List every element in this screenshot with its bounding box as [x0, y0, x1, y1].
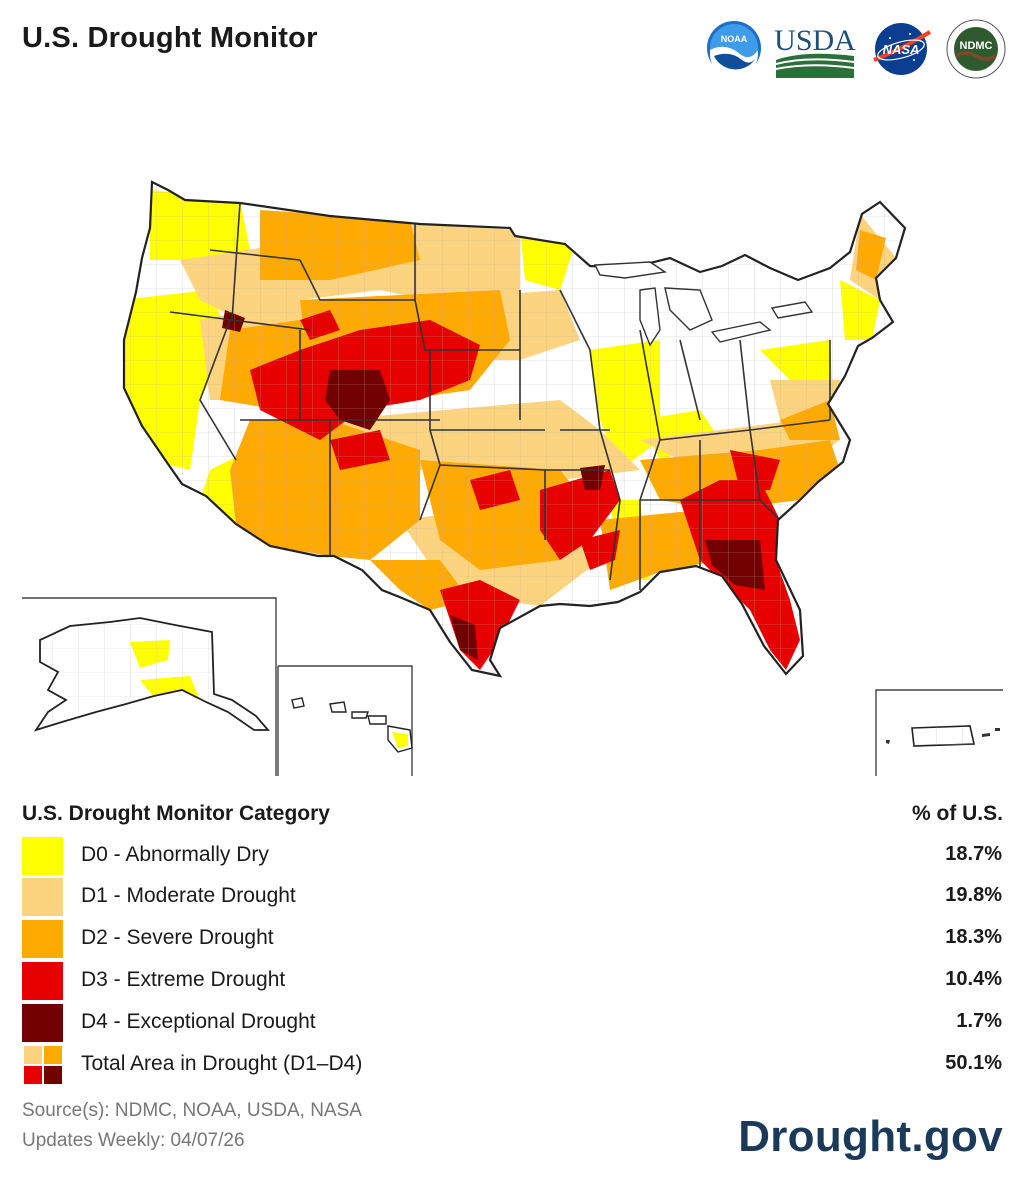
usda-logo-text: USDA	[774, 24, 856, 57]
page-title: U.S. Drought Monitor	[22, 22, 318, 54]
legend-title: U.S. Drought Monitor Category	[22, 802, 330, 825]
nasa-logo[interactable]: NASA	[870, 20, 932, 78]
legend-label-d0: D0 - Abnormally Dry	[81, 843, 269, 866]
usda-logo[interactable]: USDA	[774, 20, 856, 78]
legend-row-d1: D1 - Moderate Drought 19.8%	[22, 878, 1002, 916]
legend-swatch-d2	[22, 920, 63, 958]
legend-swatch-d4	[22, 1004, 63, 1042]
legend-value-header: % of U.S.	[911, 802, 1003, 825]
legend-value-d1: 19.8%	[945, 884, 1002, 906]
legend-label-d1: D1 - Moderate Drought	[81, 884, 296, 907]
legend-row-d4: D4 - Exceptional Drought 1.7%	[22, 1004, 1002, 1042]
partner-logos: NOAA USDA NASA NDMC	[700, 16, 1006, 84]
ndmc-logo-text: NDMC	[960, 40, 993, 52]
update-date: Updates Weekly: 04/07/26	[22, 1130, 245, 1151]
legend-swatch-d3	[22, 962, 63, 1000]
legend-row-d0: D0 - Abnormally Dry 18.7%	[22, 837, 1002, 875]
great-lakes	[593, 261, 814, 347]
legend-swatch-d1	[22, 878, 63, 916]
legend-label-total: Total Area in Drought (D1–D4)	[81, 1052, 363, 1075]
legend-label-d4: D4 - Exceptional Drought	[81, 1010, 316, 1033]
noaa-logo[interactable]: NOAA	[706, 20, 762, 76]
legend-value-d2: 18.3%	[945, 926, 1002, 948]
drought-gov-link[interactable]: Drought.gov	[738, 1112, 1003, 1161]
legend-row-total: Total Area in Drought (D1–D4) 50.1%	[22, 1046, 1002, 1084]
sources-text: Source(s): NDMC, NOAA, USDA, NASA	[22, 1100, 362, 1121]
ndmc-logo[interactable]: NDMC	[946, 18, 1006, 80]
legend-swatch-d0	[22, 837, 63, 875]
legend-value-d3: 10.4%	[945, 968, 1002, 990]
nasa-logo-text: NASA	[883, 42, 920, 57]
alaska-inset	[22, 597, 277, 776]
hawaii-inset	[277, 665, 413, 776]
puerto-rico-inset	[875, 689, 1003, 776]
legend-value-total: 50.1%	[945, 1052, 1002, 1074]
legend-label-d3: D3 - Extreme Drought	[81, 968, 286, 991]
state-borders	[169, 202, 831, 590]
legend-row-d3: D3 - Extreme Drought 10.4%	[22, 962, 1002, 1000]
legend-swatch-total	[24, 1046, 62, 1084]
legend-value-d0: 18.7%	[945, 843, 1002, 865]
drought-map	[22, 180, 1003, 776]
legend-label-d2: D2 - Severe Drought	[81, 926, 274, 949]
conus	[124, 182, 905, 676]
legend-row-d2: D2 - Severe Drought 18.3%	[22, 920, 1002, 958]
legend-value-d4: 1.7%	[956, 1010, 1002, 1032]
noaa-logo-text: NOAA	[721, 34, 748, 44]
